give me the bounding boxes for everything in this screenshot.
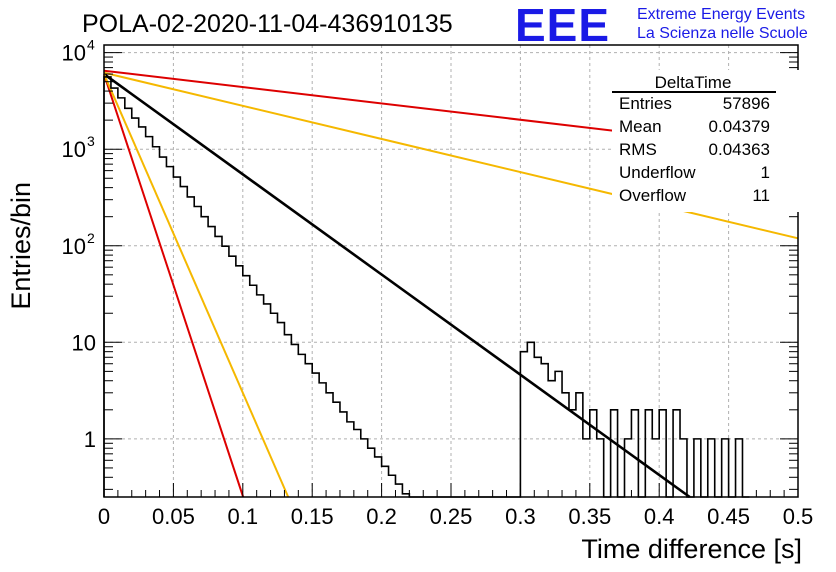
y-tick-exponent: 2 bbox=[87, 230, 95, 246]
stats-overflow-label: Overflow bbox=[619, 186, 687, 205]
stats-title: DeltaTime bbox=[655, 73, 732, 92]
y-tick-label: 10 bbox=[62, 234, 86, 259]
stats-mean-value: 0.04379 bbox=[709, 117, 770, 136]
y-tick-label: 10 bbox=[62, 137, 86, 162]
stats-overflow-value: 11 bbox=[752, 186, 770, 205]
histogram-steps bbox=[103, 76, 750, 498]
stats-mean-label: Mean bbox=[619, 117, 662, 136]
stats-rms-value: 0.04363 bbox=[709, 140, 770, 159]
y-tick-label: 1 bbox=[84, 427, 96, 452]
x-tick-label: 0.35 bbox=[568, 504, 611, 529]
x-tick-label: 0.1 bbox=[228, 504, 259, 529]
stats-box: DeltaTime Entries 57896 Mean 0.04379 RMS… bbox=[612, 70, 802, 212]
fit-line-4 bbox=[103, 73, 245, 498]
y-tick-label: 10 bbox=[72, 330, 96, 355]
fit-line-5 bbox=[103, 73, 290, 498]
x-tick-label: 0.5 bbox=[783, 504, 814, 529]
logo-line-2: La Scienza nelle Scuole bbox=[637, 25, 808, 42]
x-tick-label: 0.2 bbox=[366, 504, 397, 529]
y-axis-label: Entries/bin bbox=[6, 182, 36, 310]
stats-rms-label: RMS bbox=[619, 140, 657, 159]
x-axis-label: Time difference [s] bbox=[581, 534, 802, 564]
logo-line-1: Extreme Energy Events bbox=[637, 6, 806, 23]
fit-line-1 bbox=[103, 73, 691, 499]
plot-title: POLA-02-2020-11-04-436910135 bbox=[82, 10, 453, 38]
x-tick-label: 0.45 bbox=[707, 504, 750, 529]
x-tick-label: 0 bbox=[98, 504, 110, 529]
y-tick-label: 10 bbox=[62, 41, 86, 66]
x-tick-label: 0.3 bbox=[505, 504, 536, 529]
x-tick-label: 0.05 bbox=[152, 504, 195, 529]
stats-underflow-label: Underflow bbox=[619, 163, 696, 182]
stats-underflow-value: 1 bbox=[761, 163, 770, 182]
x-tick-label: 0.25 bbox=[430, 504, 473, 529]
eee-logo-mark: EEE bbox=[515, 0, 611, 51]
histogram bbox=[103, 76, 750, 498]
stats-entries-label: Entries bbox=[619, 94, 672, 113]
y-tick-exponent: 3 bbox=[87, 133, 95, 149]
y-tick-exponent: 4 bbox=[87, 37, 95, 53]
x-tick-labels: 0 0.05 0.1 0.15 0.2 0.25 0.3 0.35 0.4 0.45 0.5 bbox=[98, 504, 813, 529]
x-tick-label: 0.4 bbox=[644, 504, 675, 529]
x-tick-label: 0.15 bbox=[291, 504, 334, 529]
stats-entries-value: 57896 bbox=[723, 94, 770, 113]
